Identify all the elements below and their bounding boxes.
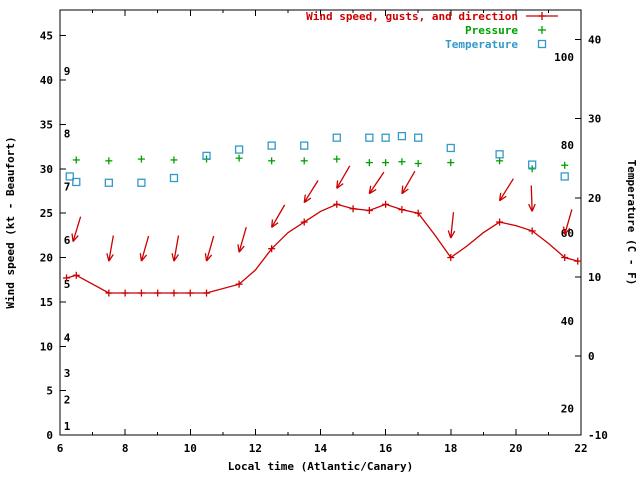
- y-left-tick-label: 30: [40, 163, 53, 176]
- y-left-tick-label: 40: [40, 74, 53, 87]
- legend-label: Temperature: [445, 38, 518, 51]
- chart-legend: Wind speed, gusts, and directionPressure…: [306, 10, 558, 51]
- beaufort-scale-labels: 1 2 3 4 5 6 7 8 9: [64, 65, 71, 433]
- y-right-tick-label: 20: [588, 192, 601, 205]
- y-left-tick-label: 35: [40, 118, 53, 131]
- x-tick-label: 12: [249, 442, 262, 455]
- y-left-tick-label: 5: [46, 385, 53, 398]
- y-right-tick-label: -10: [588, 429, 608, 442]
- y-right-ticks: -10 0 10 20 30 40: [575, 34, 608, 442]
- x-tick-label: 6: [57, 442, 64, 455]
- y-right-tick-label: 40: [588, 34, 601, 47]
- axis-labels: Wind speed (kt - Beaufort) Temperature (C…: [4, 136, 638, 473]
- x-tick-label: 16: [379, 442, 393, 455]
- x-tick-label: 14: [314, 442, 328, 455]
- y-left-ticks: 0 5 10 15 20 25 30 35 40 45: [40, 30, 66, 442]
- beaufort-label: 3: [64, 367, 71, 380]
- legend-label: Wind speed, gusts, and direction: [306, 10, 518, 23]
- beaufort-label: 2: [64, 394, 71, 407]
- x-tick-label: 10: [184, 442, 197, 455]
- beaufort-label: 7: [64, 181, 71, 194]
- beaufort-label: 9: [64, 65, 71, 78]
- pressure-series: [72, 154, 569, 173]
- y-left-tick-label: 25: [40, 207, 53, 220]
- y-left-axis-title: Wind speed (kt - Beaufort): [4, 136, 17, 308]
- temperature-series: [65, 131, 569, 187]
- beaufort-label: 8: [64, 127, 71, 140]
- y-right-tick-label: 30: [588, 113, 601, 126]
- y-left-tick-label: 15: [40, 296, 53, 309]
- y-right-axis-title: Temperature (C - F): [625, 160, 638, 286]
- y-left-tick-label: 45: [40, 30, 53, 43]
- fahrenheit-label: 60: [561, 227, 574, 240]
- fahrenheit-label: 40: [561, 315, 574, 328]
- fahrenheit-label: 100: [554, 51, 574, 64]
- legend-label: Pressure: [465, 24, 518, 37]
- x-tick-label: 20: [509, 442, 522, 455]
- x-tick-label: 22: [574, 442, 587, 455]
- x-tick-label: 18: [444, 442, 457, 455]
- y-left-tick-label: 20: [40, 252, 53, 265]
- x-tick-label: 8: [122, 442, 129, 455]
- fahrenheit-label: 20: [561, 403, 574, 416]
- y-right-tick-label: 10: [588, 271, 601, 284]
- x-axis-ticks: 6 8 10 12 14 16 18 20 22: [57, 10, 588, 455]
- beaufort-label: 6: [64, 234, 71, 247]
- beaufort-label: 1: [64, 420, 71, 433]
- direction-arrows: [71, 165, 573, 262]
- x-axis-title: Local time (Atlantic/Canary): [228, 460, 413, 473]
- fahrenheit-label: 80: [561, 139, 574, 152]
- beaufort-label: 5: [64, 278, 71, 291]
- y-right-tick-label: 0: [588, 350, 595, 363]
- y-left-tick-label: 0: [46, 429, 53, 442]
- y-left-tick-label: 10: [40, 340, 53, 353]
- beaufort-label: 4: [64, 331, 71, 344]
- wind-series: [63, 200, 582, 297]
